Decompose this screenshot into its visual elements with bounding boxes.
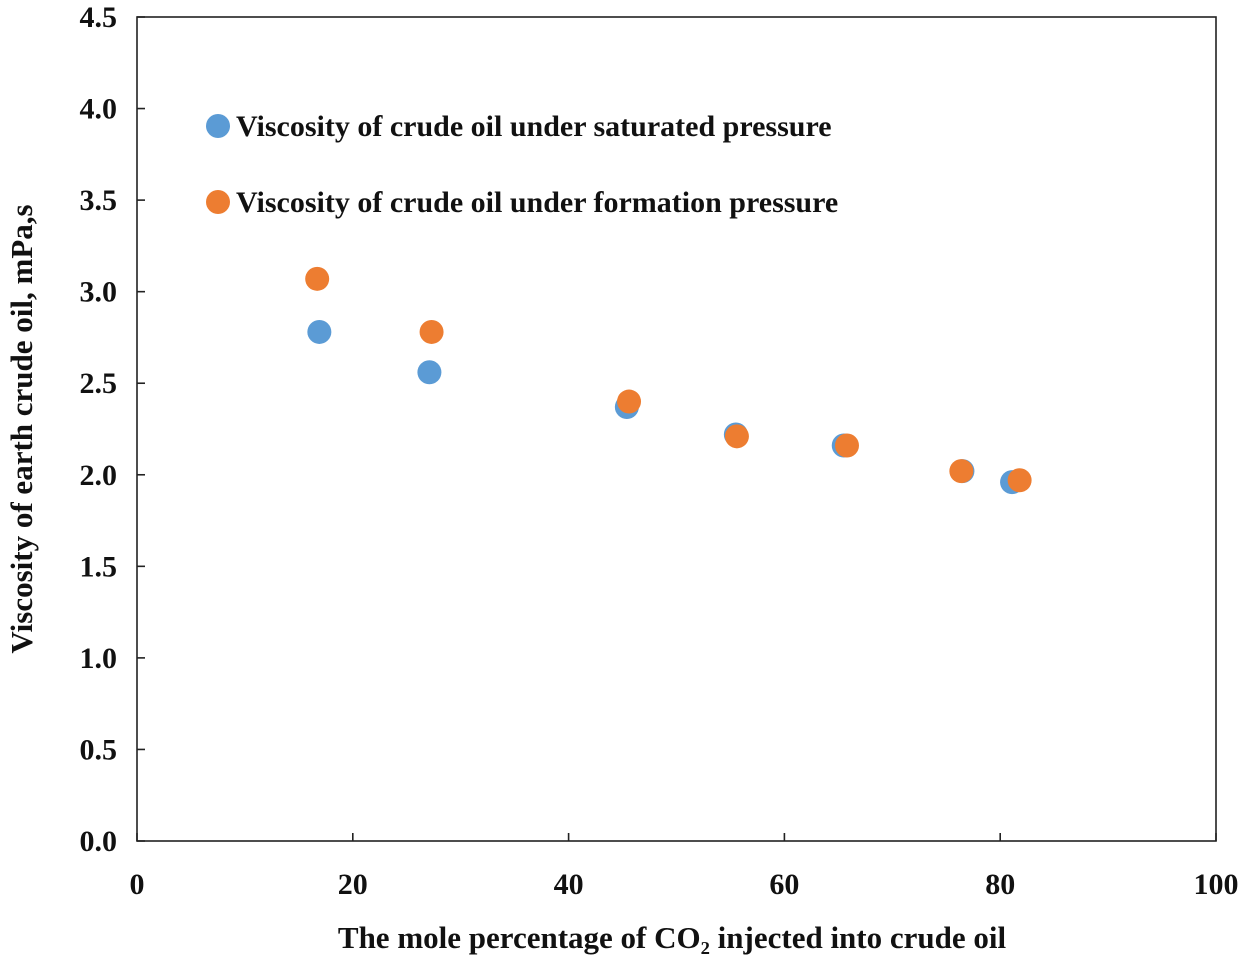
data-point-formation xyxy=(305,266,330,291)
data-point-formation xyxy=(949,459,974,484)
data-point-formation xyxy=(834,433,859,458)
data-point-saturated xyxy=(417,360,442,385)
legend-label-saturated: Viscosity of crude oil under saturated p… xyxy=(236,110,832,143)
plot-area-border xyxy=(136,16,1217,842)
y-axis-title: Viscosity of earth crude oil, mPa,s xyxy=(4,204,39,653)
y-tick-label: 2.0 xyxy=(80,459,118,492)
y-tick-label: 4.0 xyxy=(80,93,118,126)
legend-marker-formation xyxy=(206,190,230,214)
y-tick-label: 4.5 xyxy=(80,1,118,34)
x-tick-label: 20 xyxy=(338,868,368,901)
y-tick-label: 3.5 xyxy=(80,184,118,217)
x-tick-label: 100 xyxy=(1194,868,1239,901)
x-tick-label: 60 xyxy=(769,868,799,901)
y-tick-label: 2.5 xyxy=(80,367,118,400)
data-point-formation xyxy=(419,319,444,344)
x-axis-ticks: 0 20 40 60 80 100 xyxy=(130,833,1239,901)
y-tick-label: 1.5 xyxy=(80,550,118,583)
y-tick-label: 0.0 xyxy=(80,825,118,858)
legend-marker-saturated xyxy=(206,114,230,138)
y-tick-label: 0.5 xyxy=(80,733,118,766)
legend-label-formation: Viscosity of crude oil under formation p… xyxy=(236,186,838,219)
legend: Viscosity of crude oil under saturated p… xyxy=(206,110,838,219)
x-tick-label: 0 xyxy=(130,868,145,901)
x-tick-label: 40 xyxy=(554,868,584,901)
y-tick-label: 1.0 xyxy=(80,642,118,675)
y-tick-label: 3.0 xyxy=(80,276,118,309)
data-point-formation xyxy=(724,424,749,449)
data-points xyxy=(305,266,1032,495)
data-point-saturated xyxy=(307,319,332,344)
data-point-formation xyxy=(1007,468,1032,493)
data-point-formation xyxy=(617,389,642,414)
y-axis-ticks: 0.0 0.5 1.0 1.5 2.0 2.5 3.0 3.5 4.0 4.5 xyxy=(80,1,145,858)
x-axis-title: The mole percentage of CO₂ injected into… xyxy=(338,920,1007,955)
x-tick-label: 80 xyxy=(985,868,1015,901)
